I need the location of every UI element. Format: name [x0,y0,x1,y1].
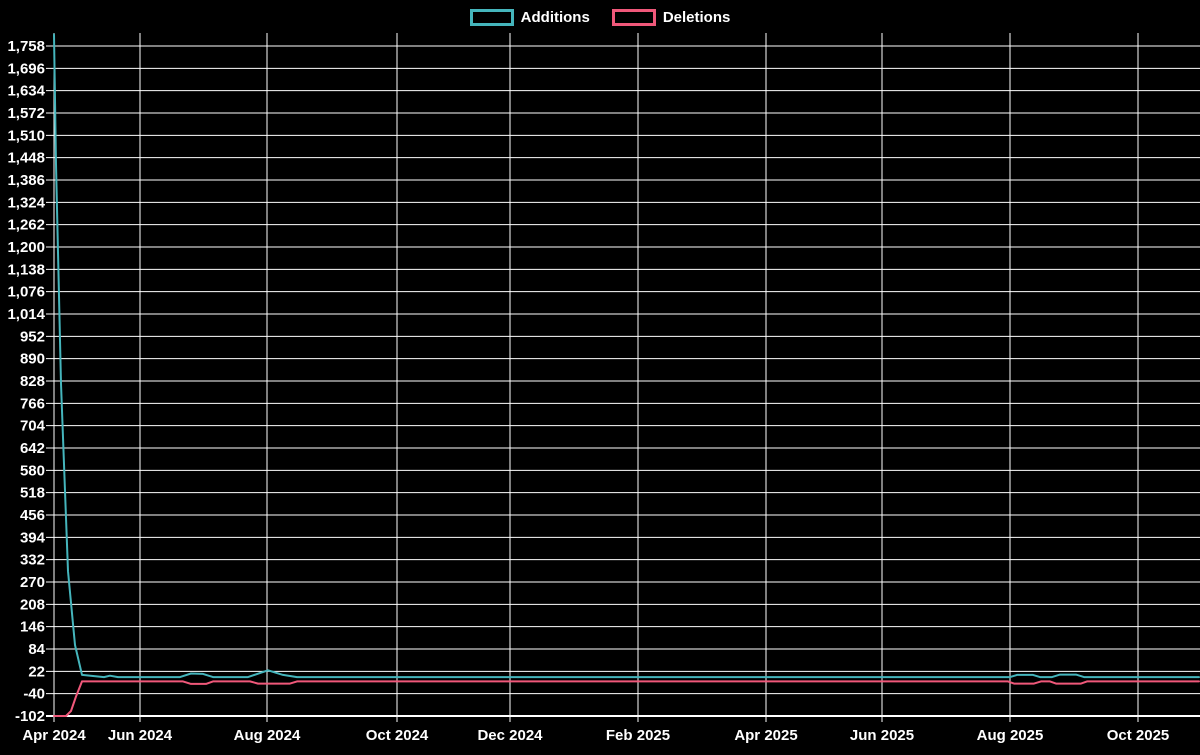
y-tick-label: 1,262 [7,217,45,234]
chart-legend: Additions Deletions [0,9,1200,26]
x-tick-label: Aug 2025 [977,727,1044,744]
y-tick-label: 270 [20,574,45,591]
y-tick-label: 456 [20,507,45,524]
y-tick-label: 1,138 [7,261,45,278]
legend-label-additions: Additions [520,9,590,26]
y-tick-label: 704 [20,418,46,435]
y-tick-label: 22 [28,663,45,680]
y-tick-label: 146 [20,619,45,636]
y-tick-label: 1,448 [7,150,45,167]
x-tick-label: Feb 2025 [606,727,670,744]
y-tick-label: 1,200 [7,239,45,256]
y-tick-label: 1,510 [7,127,45,144]
x-tick-label: Jun 2024 [108,727,173,744]
y-tick-label: 394 [20,529,46,546]
y-tick-label: 1,324 [7,194,45,211]
y-tick-label: 766 [20,395,45,412]
y-tick-label: 642 [20,440,45,457]
x-tick-label: Aug 2024 [234,727,301,744]
y-tick-label: 208 [20,596,45,613]
y-tick-label: 952 [20,328,45,345]
y-tick-label: 580 [20,462,45,479]
deletions-swatch-icon [611,9,656,26]
y-tick-label: 1,076 [7,284,45,301]
x-tick-label: Jun 2025 [850,727,914,744]
x-tick-label: Oct 2025 [1107,727,1170,744]
y-tick-label: 1,758 [7,38,45,55]
x-tick-label: Apr 2025 [734,727,797,744]
x-tick-label: Dec 2024 [477,727,543,744]
y-tick-label: 1,696 [7,60,45,77]
y-tick-label: 890 [20,351,45,368]
legend-label-deletions: Deletions [662,9,731,26]
y-tick-label: 828 [20,373,45,390]
legend-item-additions[interactable]: Additions [469,9,590,26]
y-tick-label: 1,634 [7,83,45,100]
y-tick-label: 1,572 [7,105,45,122]
legend-item-deletions[interactable]: Deletions [611,9,731,26]
y-tick-label: 84 [28,641,45,658]
y-tick-label: -40 [23,686,45,703]
additions-line[interactable] [53,33,1200,679]
x-tick-label: Apr 2024 [22,727,86,744]
y-tick-label: 1,014 [7,306,45,323]
y-tick-label: 1,386 [7,172,45,189]
additions-swatch-icon [469,9,514,26]
deletions-line[interactable] [53,680,1200,717]
y-tick-label: 332 [20,552,45,569]
x-tick-label: Oct 2024 [366,727,429,744]
y-tick-label: -102 [15,708,45,725]
y-tick-label: 518 [20,485,45,502]
